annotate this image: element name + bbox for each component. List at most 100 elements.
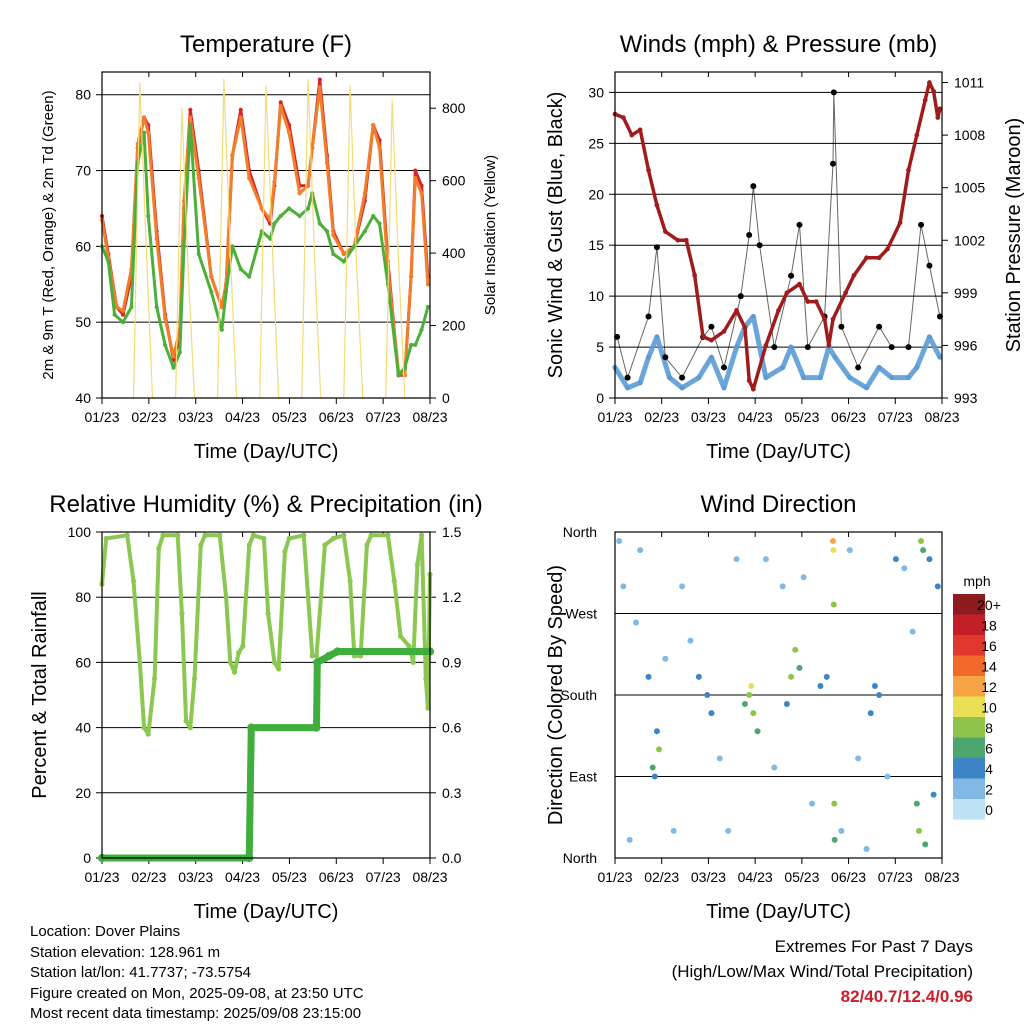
y-axis-label: Direction (Colored By Speed) — [545, 565, 567, 825]
direction-point — [788, 673, 795, 680]
y-axis-label-right: Solar Insolation (Yellow) — [482, 155, 499, 315]
y-tick-label-right: 993 — [954, 390, 978, 406]
x-tick-label: 06/23 — [831, 869, 866, 885]
td2m-point — [317, 221, 322, 226]
t2m-point — [413, 168, 418, 173]
t9m-point — [331, 232, 336, 238]
precip-series — [98, 648, 434, 862]
pressure-point — [851, 272, 857, 278]
pressure-point — [692, 272, 698, 278]
td2m-point — [247, 274, 252, 279]
extremes-values: 82/40.7/12.4/0.96 — [840, 987, 973, 1006]
legend-swatch — [953, 696, 985, 717]
x-tick-label: 06/23 — [319, 409, 354, 425]
direction-point — [695, 673, 702, 680]
rh-point — [347, 578, 353, 584]
direction-point — [926, 556, 933, 563]
pressure-point — [935, 115, 941, 120]
t9m-point — [419, 191, 424, 196]
legend-label: 0 — [985, 802, 993, 818]
plot-frame — [101, 71, 431, 399]
direction-point — [817, 682, 824, 689]
x-axis-label: Time (Day/UTC) — [706, 901, 851, 923]
x-tick-label: 03/23 — [178, 869, 213, 885]
y-tick-label: 5 — [596, 339, 604, 355]
legend-label: 8 — [985, 720, 993, 736]
rh-point — [198, 542, 204, 548]
x-tick-label: 01/23 — [84, 869, 119, 885]
wind-series — [612, 314, 943, 391]
rh-point — [322, 542, 328, 548]
rh-point — [240, 643, 246, 649]
legend-swatch — [953, 655, 985, 676]
td2m-point — [371, 213, 376, 219]
y-axis-label: Sonic Wind & Gust (Blue, Black) — [545, 92, 567, 379]
y-tick-label: 25 — [588, 135, 604, 151]
rh-point — [151, 676, 158, 682]
direction-point — [934, 583, 941, 590]
t9m-point — [259, 206, 264, 211]
direction-point — [831, 800, 838, 807]
latlon-text: Station lat/lon: 41.7737; -73.5754 — [30, 964, 252, 981]
x-tick-label: 03/23 — [691, 869, 726, 885]
created-text: Figure created on Mon, 2025-09-08, at 23… — [30, 984, 364, 1002]
pressure-point — [763, 343, 769, 348]
t2m-point — [120, 312, 126, 317]
rh-point — [425, 705, 431, 711]
td2m-point — [425, 304, 430, 310]
x-tick-label: 07/23 — [878, 869, 913, 885]
legend-label: 20+ — [977, 597, 1001, 613]
pressure-point — [742, 325, 748, 331]
direction-point — [800, 574, 807, 581]
direction-point — [846, 547, 853, 554]
direction-point — [741, 701, 748, 708]
direction-point — [871, 682, 878, 689]
rh-point — [137, 659, 143, 666]
td2m-point — [377, 221, 382, 226]
td2m-point — [146, 213, 151, 219]
y-tick-label-right: 1.5 — [442, 524, 462, 540]
y-axis-label: 2m & 9m T (Red, Orange) & 2m Td (Green) — [40, 90, 57, 379]
legend-label: 16 — [981, 638, 997, 654]
pressure-point — [897, 220, 903, 226]
direction-point — [616, 538, 623, 545]
legend-label: 10 — [981, 700, 997, 716]
pressure-point — [629, 132, 635, 138]
rh-point — [286, 535, 292, 542]
t9m-point — [171, 354, 176, 359]
legend-swatch — [953, 676, 985, 697]
chart-title: Wind Direction — [700, 491, 856, 518]
chart-title: Relative Humidity (%) & Precipitation (i… — [49, 491, 482, 518]
legend-swatch — [953, 635, 985, 656]
td2m-point — [177, 350, 182, 355]
elevation-text: Station elevation: 128.961 m — [30, 943, 221, 961]
rh-point — [261, 535, 267, 542]
td2m-point — [268, 236, 273, 241]
pressure-point — [931, 88, 936, 94]
direction-point — [687, 637, 694, 644]
direction-point — [823, 673, 830, 680]
rh-point — [265, 610, 271, 617]
rh-point — [368, 532, 374, 538]
td2m-point — [413, 342, 418, 348]
y-tick-label-right: 0.3 — [442, 785, 462, 801]
x-tick-label: 08/23 — [412, 869, 447, 885]
rh-point — [124, 532, 130, 538]
y-tick-label: 100 — [68, 524, 92, 540]
x-tick-label: 08/23 — [924, 869, 959, 885]
t9m-point — [238, 115, 243, 120]
direction-point — [920, 547, 927, 554]
td2m-point — [396, 373, 401, 378]
y-tick-label-right: 800 — [442, 100, 466, 116]
direction-point — [626, 836, 633, 843]
direction-point — [779, 583, 786, 590]
y-axis-label: Percent & Total Rainfall — [29, 591, 51, 799]
x-tick-label: 05/23 — [784, 869, 819, 885]
rh-point — [423, 676, 429, 682]
pressure-point — [621, 115, 626, 120]
location-text: Location: Dover Plains — [30, 923, 181, 940]
pressure-point — [734, 308, 739, 313]
t9m-point — [272, 179, 277, 185]
td2m-point — [120, 320, 126, 325]
gust-series — [616, 91, 941, 379]
